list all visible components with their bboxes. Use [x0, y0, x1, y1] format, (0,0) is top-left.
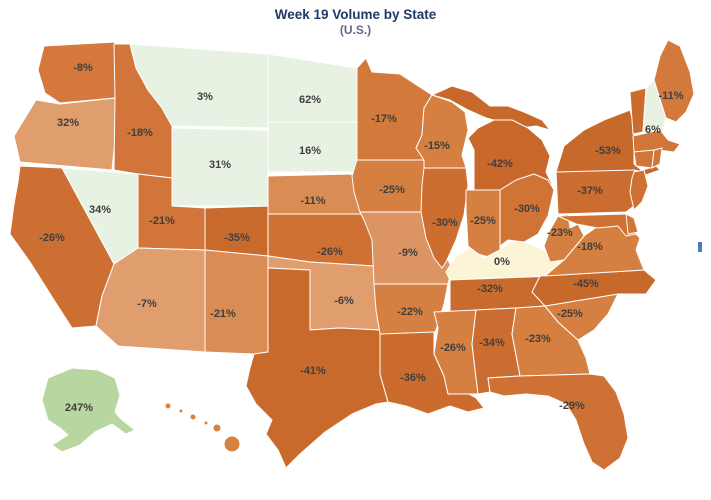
state-label-ga: -23%	[525, 333, 551, 345]
state-ohio[interactable]	[499, 173, 555, 247]
state-label-va: -18%	[577, 241, 603, 253]
state-label-ar: -22%	[397, 306, 423, 318]
state-label-ks: -26%	[317, 246, 343, 258]
state-new-hampshire[interactable]	[642, 79, 667, 135]
state-label-wa: -8%	[73, 62, 93, 74]
state-west-virginia[interactable]	[543, 213, 585, 263]
state-label-ca: -26%	[39, 232, 65, 244]
state-label-az: -7%	[137, 298, 157, 310]
state-label-wv: -23%	[547, 227, 573, 239]
state-california[interactable]	[9, 165, 115, 329]
state-label-tx: -41%	[300, 365, 326, 377]
chart-subtitle: (U.S.)	[339, 23, 372, 37]
state-label-ny: -53%	[595, 145, 621, 157]
state-florida[interactable]	[487, 373, 629, 471]
state-illinois[interactable]	[420, 167, 469, 269]
state-label-sd: 16%	[299, 145, 321, 157]
state-colorado[interactable]	[204, 205, 269, 257]
state-hawaii[interactable]	[164, 402, 241, 453]
state-label-wy: 31%	[209, 159, 231, 171]
state-label-sc: -25%	[557, 308, 583, 320]
state-label-or: 32%	[57, 117, 79, 129]
state-label-mn: -17%	[371, 113, 397, 125]
state-new-jersey[interactable]	[629, 169, 649, 211]
state-connecticut[interactable]	[633, 149, 655, 169]
state-label-al: -34%	[479, 337, 505, 349]
state-label-nm: -21%	[210, 308, 236, 320]
state-label-pa: -37%	[577, 185, 603, 197]
state-label-mt: 3%	[197, 91, 213, 103]
state-maine[interactable]	[653, 39, 695, 123]
state-north-carolina[interactable]	[531, 269, 657, 307]
state-label-ak: 247%	[65, 402, 93, 414]
state-label-il: -30%	[432, 217, 458, 229]
state-texas[interactable]	[245, 267, 389, 469]
state-michigan[interactable]	[431, 85, 553, 191]
state-new-mexico[interactable]	[204, 249, 269, 355]
state-label-ut: -21%	[149, 215, 175, 227]
state-oregon[interactable]	[13, 97, 119, 171]
state-label-co: -35%	[224, 232, 250, 244]
state-label-nh: 6%	[645, 124, 661, 136]
state-label-ne: -11%	[300, 195, 325, 207]
state-label-ok: -6%	[334, 295, 354, 307]
state-label-me: -11%	[658, 90, 683, 102]
state-label-oh: -30%	[514, 203, 540, 215]
state-label-la: -36%	[400, 372, 426, 384]
state-label-ky: 0%	[494, 256, 510, 268]
state-nebraska[interactable]	[267, 173, 365, 215]
state-label-nc: -45%	[573, 278, 599, 290]
state-label-id: -18%	[127, 127, 153, 139]
state-label-mi: -42%	[487, 158, 513, 170]
state-arkansas[interactable]	[373, 283, 449, 335]
state-label-ms: -26%	[440, 342, 466, 354]
state-label-ia: -25%	[379, 184, 405, 196]
right-edge-scrollbar-artifact	[698, 242, 702, 252]
chart-title: Week 19 Volume by State	[274, 7, 437, 22]
state-label-fl: -29%	[559, 400, 585, 412]
state-alaska[interactable]	[41, 367, 136, 453]
state-label-nd: 62%	[299, 94, 321, 106]
state-delaware[interactable]	[625, 213, 639, 235]
state-north-dakota[interactable]	[267, 53, 358, 123]
state-label-mo: -9%	[398, 247, 418, 259]
state-label-tn: -32%	[477, 283, 503, 295]
state-label-nv: 34%	[89, 204, 111, 216]
state-label-in: -25%	[470, 215, 496, 227]
state-rhode-island[interactable]	[651, 147, 663, 169]
state-label-wi: -15%	[424, 140, 450, 152]
